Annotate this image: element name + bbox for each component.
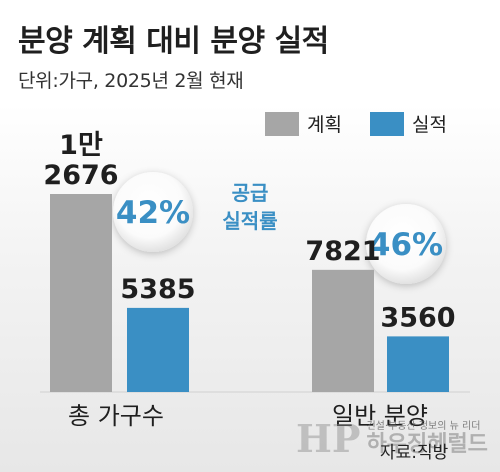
rate-label: 46% [369,227,443,263]
rate-bubble [366,204,446,284]
legend-label-actual: 실적 [411,114,447,136]
value-label-actual: 5385 [120,274,195,305]
bar-actual [127,307,189,392]
rate-bubble [113,172,193,252]
rate-label: 42% [116,195,190,231]
legend-item-plan: 계획 [265,110,342,137]
category-label: 일반 분양 [332,402,428,430]
legend-swatch-actual [369,111,404,136]
value-label-actual: 3560 [380,302,455,333]
bar-plan [312,269,374,392]
source-note: 자료:직방 [380,443,449,463]
legend-label-plan: 계획 [307,114,342,136]
watermark: HP 건설·부동산 정보의 뉴 리더 하우징헤럴드 [296,420,488,458]
chart-subtitle: 단위:가구, 2025년 2월 현재 [18,70,244,92]
watermark-text: 건설·부동산 정보의 뉴 리더 하우징헤럴드 [366,422,487,456]
bar-plan [50,194,112,392]
bar-actual [387,336,449,392]
legend-swatch-plan [265,111,299,136]
chart-title: 분양 계획 대비 분양 실적 [18,24,329,59]
watermark-logo: HP [296,416,361,461]
category-label: 총 가구수 [68,402,164,430]
legend: 계획 실적 [265,110,465,137]
value-label-plan: 1만 2676 [43,130,118,191]
legend-item-actual: 실적 [369,110,447,137]
watermark-name: 하우징헤럴드 [366,431,488,457]
value-label-plan: 7821 [305,236,380,267]
supply-rate-annotation: 공급 실적률 [222,181,277,233]
watermark-tagline: 건설·부동산 정보의 뉴 리더 [366,421,481,433]
